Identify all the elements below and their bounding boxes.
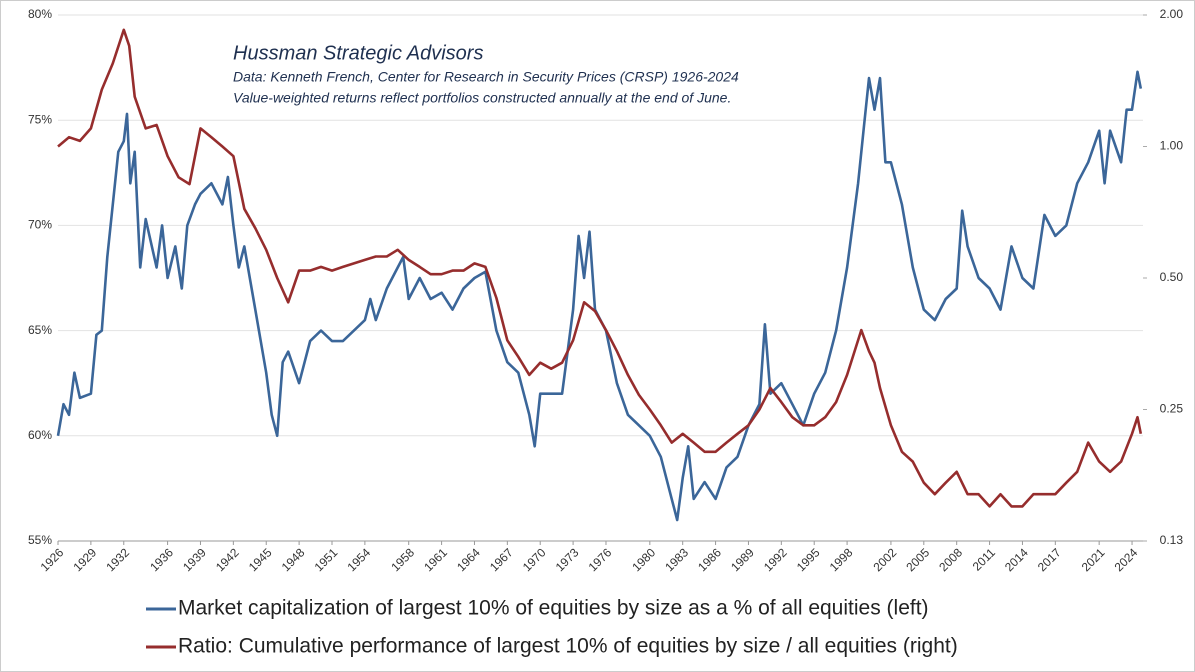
y2-tick-label: 0.25 (1160, 402, 1184, 416)
y2-tick-label: 0.13 (1160, 533, 1184, 547)
data-line (57, 28, 1143, 508)
y2-tick-label: 2.00 (1160, 7, 1184, 21)
legend-label: Market capitalization of largest 10% of … (178, 597, 929, 620)
legend-label: Ratio: Cumulative performance of largest… (178, 635, 958, 658)
y2-tick-label: 1.00 (1160, 139, 1184, 153)
annotation: Data: Kenneth French, Center for Researc… (233, 69, 739, 85)
chart-title: Hussman Strategic Advisors (233, 42, 483, 64)
y-tick-label: 65% (28, 323, 52, 337)
annotation: Value-weighted returns reflect portfolio… (233, 90, 731, 106)
y-tick-label: 80% (28, 7, 52, 21)
y2-tick-label: 0.50 (1160, 270, 1184, 284)
y-tick-label: 75% (28, 112, 52, 126)
y-tick-label: 70% (28, 218, 52, 232)
y-tick-label: 60% (28, 428, 52, 442)
y-tick-label: 55% (28, 533, 52, 547)
